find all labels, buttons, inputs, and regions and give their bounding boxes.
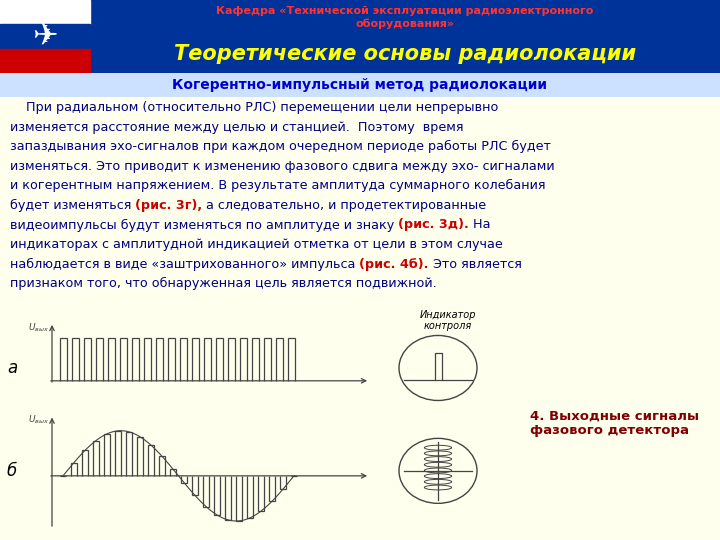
Text: Теоретические основы радиолокации: Теоретические основы радиолокации (174, 44, 636, 64)
Text: Это является: Это является (428, 258, 521, 271)
Bar (0, 0, 90, 24)
Text: Кафедра «Технической эксплуатации радиоэлектронного
оборудования»: Кафедра «Технической эксплуатации радиоэ… (216, 6, 594, 29)
Text: При радиальном (относительно РЛС) перемещении цели непрерывно: При радиальном (относительно РЛС) переме… (10, 101, 498, 114)
Text: и когерентным напряжением. В результате амплитуда суммарного колебания: и когерентным напряжением. В результате … (10, 179, 546, 192)
Text: а следовательно, и продетектированные: а следовательно, и продетектированные (202, 199, 487, 212)
Text: ✈: ✈ (32, 22, 58, 51)
Text: наблюдается в виде «заштрихованного» импульса: наблюдается в виде «заштрихованного» имп… (10, 258, 359, 271)
Text: На: На (469, 219, 490, 232)
Text: видеоимпульсы будут изменяться по амплитуде и знаку: видеоимпульсы будут изменяться по амплит… (10, 219, 398, 232)
Text: Индикатор
контроля: Индикатор контроля (420, 309, 476, 331)
Text: а: а (7, 359, 17, 377)
Text: Когерентно-импульсный метод радиолокации: Когерентно-импульсный метод радиолокации (173, 78, 547, 92)
Bar (0, 24, 90, 49)
Text: будет изменяться: будет изменяться (10, 199, 135, 212)
Text: индикаторах с амплитудной индикацией отметка от цели в этом случае: индикаторах с амплитудной индикацией отм… (10, 238, 503, 251)
Bar (90, 0, 720, 73)
Text: изменяется расстояние между целью и станцией.  Поэтому  время: изменяется расстояние между целью и стан… (10, 121, 464, 134)
Text: (рис. 3г),: (рис. 3г), (135, 199, 202, 212)
Text: запаздывания эхо-сигналов при каждом очередном периоде работы РЛС будет: запаздывания эхо-сигналов при каждом оче… (10, 140, 551, 153)
Text: признаком того, что обнаруженная цель является подвижной.: признаком того, что обнаруженная цель яв… (10, 277, 437, 290)
Text: (рис. 4б).: (рис. 4б). (359, 258, 428, 271)
Text: б: б (7, 462, 17, 480)
Text: изменяться. Это приводит к изменению фазового сдвига между эхо- сигналами: изменяться. Это приводит к изменению фаз… (10, 160, 554, 173)
Text: (рис. 3д).: (рис. 3д). (398, 219, 469, 232)
Text: $U_{вых}$: $U_{вых}$ (28, 414, 49, 426)
Bar (0, 49, 90, 73)
Text: $U_{вых}$: $U_{вых}$ (28, 321, 49, 334)
Text: 4. Выходные сигналы
фазового детектора: 4. Выходные сигналы фазового детектора (530, 409, 699, 437)
